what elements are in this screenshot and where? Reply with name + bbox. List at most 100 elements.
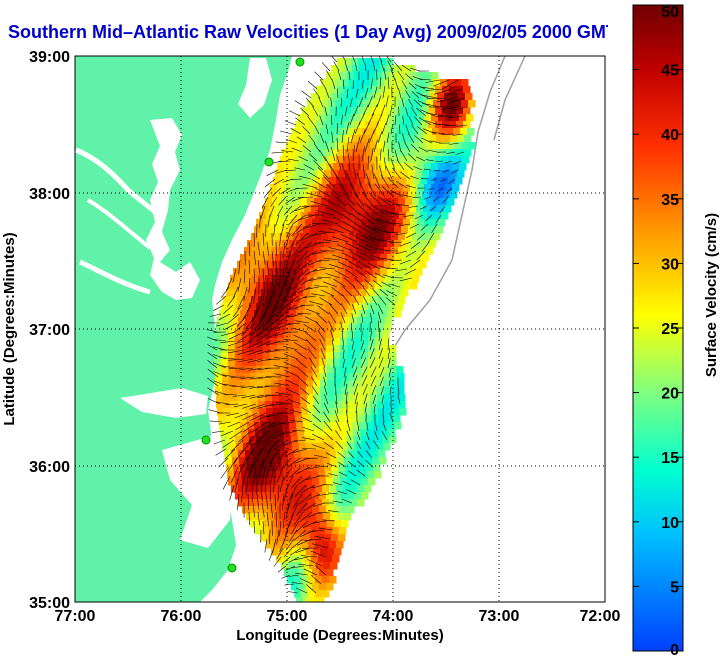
velocity-cell: [364, 156, 372, 164]
velocity-arrow: [283, 484, 289, 502]
velocity-arrow: [335, 440, 344, 450]
velocity-cell: [394, 268, 402, 276]
velocity-arrow: [253, 286, 257, 304]
velocity-arrow: [374, 431, 379, 441]
velocity-cell: [317, 149, 325, 157]
velocity-cell: [408, 226, 416, 234]
velocity-cell: [261, 240, 269, 248]
velocity-arrow: [307, 348, 317, 360]
velocity-cell: [308, 317, 316, 325]
velocity-cell: [337, 513, 345, 521]
velocity-arrow: [314, 564, 327, 576]
velocity-cell: [340, 338, 348, 346]
velocity-cell: [412, 275, 420, 283]
velocity-arrow: [237, 493, 240, 511]
velocity-cell: [342, 198, 350, 206]
velocity-arrow: [233, 448, 245, 464]
velocity-cell: [365, 457, 373, 465]
velocity-cell: [221, 338, 229, 346]
velocity-cell: [298, 583, 306, 591]
velocity-cell: [265, 275, 273, 283]
velocity-arrow: [314, 454, 328, 459]
velocity-arrow: [386, 132, 390, 144]
velocity-cell: [311, 527, 319, 535]
velocity-cell: [272, 198, 280, 206]
velocity-arrow: [302, 145, 312, 153]
velocity-cell: [399, 212, 407, 220]
velocity-cell: [401, 254, 409, 262]
velocity-arrow: [257, 412, 276, 420]
velocity-cell: [405, 198, 413, 206]
velocity-cell: [247, 422, 255, 430]
velocity-cell: [278, 443, 286, 451]
velocity-arrow: [265, 331, 281, 339]
velocity-cell: [427, 156, 435, 164]
velocity-cell: [447, 198, 455, 206]
velocity-cell: [391, 79, 399, 87]
velocity-arrow: [379, 77, 382, 90]
velocity-arrow: [284, 583, 295, 586]
velocity-cell: [324, 149, 332, 157]
velocity-cell: [334, 380, 342, 388]
velocity-arrow: [243, 268, 246, 284]
velocity-cell: [266, 408, 274, 416]
velocity-arrow: [340, 114, 343, 126]
velocity-arrow: [340, 321, 344, 333]
velocity-arrow: [353, 192, 365, 207]
velocity-cell: [465, 93, 473, 101]
velocity-cell: [291, 478, 299, 486]
velocity-cell: [258, 247, 266, 255]
velocity-cell: [318, 205, 326, 213]
velocity-arrow: [238, 259, 241, 275]
velocity-cell: [396, 163, 404, 171]
velocity-arrow: [370, 366, 377, 378]
velocity-cell: [399, 156, 407, 164]
velocity-cell: [254, 464, 262, 472]
velocity-cell: [322, 485, 330, 493]
velocity-cell: [345, 254, 353, 262]
velocity-cell: [222, 387, 230, 395]
velocity-cell: [345, 65, 353, 73]
velocity-cell: [384, 324, 392, 332]
velocity-cell: [403, 114, 411, 122]
velocity-cell: [375, 303, 383, 311]
velocity-cell: [382, 282, 390, 290]
velocity-cell: [261, 422, 269, 430]
velocity-cell: [350, 177, 358, 185]
velocity-cell: [315, 485, 323, 493]
velocity-cell: [398, 198, 406, 206]
velocity-cell: [403, 72, 411, 80]
velocity-arrow: [248, 439, 262, 457]
velocity-cell: [328, 261, 336, 269]
velocity-cell: [223, 324, 231, 332]
velocity-cell: [377, 198, 385, 206]
velocity-cell: [272, 233, 280, 241]
velocity-arrow: [397, 386, 400, 396]
velocity-cell: [321, 79, 329, 87]
velocity-vectors: [206, 56, 468, 594]
velocity-arrow: [275, 511, 277, 528]
velocity-arrow: [292, 214, 307, 225]
velocity-cell: [304, 471, 312, 479]
velocity-arrow: [291, 475, 303, 489]
velocity-cell: [249, 436, 257, 444]
velocity-cell: [347, 303, 355, 311]
velocity-cell: [324, 310, 332, 318]
velocity-cell: [336, 212, 344, 220]
velocity-cell: [337, 415, 345, 423]
velocity-cell: [377, 261, 385, 269]
station-marker: [227, 563, 237, 573]
velocity-cell: [270, 506, 278, 514]
velocity-cell: [305, 352, 313, 360]
velocity-arrow: [237, 340, 254, 349]
velocity-arrow: [257, 376, 273, 379]
velocity-cell: [354, 282, 362, 290]
velocity-cell: [246, 457, 254, 465]
velocity-cell: [250, 387, 258, 395]
velocity-arrow: [269, 448, 281, 464]
velocity-cell: [302, 457, 310, 465]
velocity-cell: [354, 478, 362, 486]
velocity-cell: [310, 240, 318, 248]
velocity-cell: [340, 72, 348, 80]
velocity-arrow: [347, 260, 363, 270]
